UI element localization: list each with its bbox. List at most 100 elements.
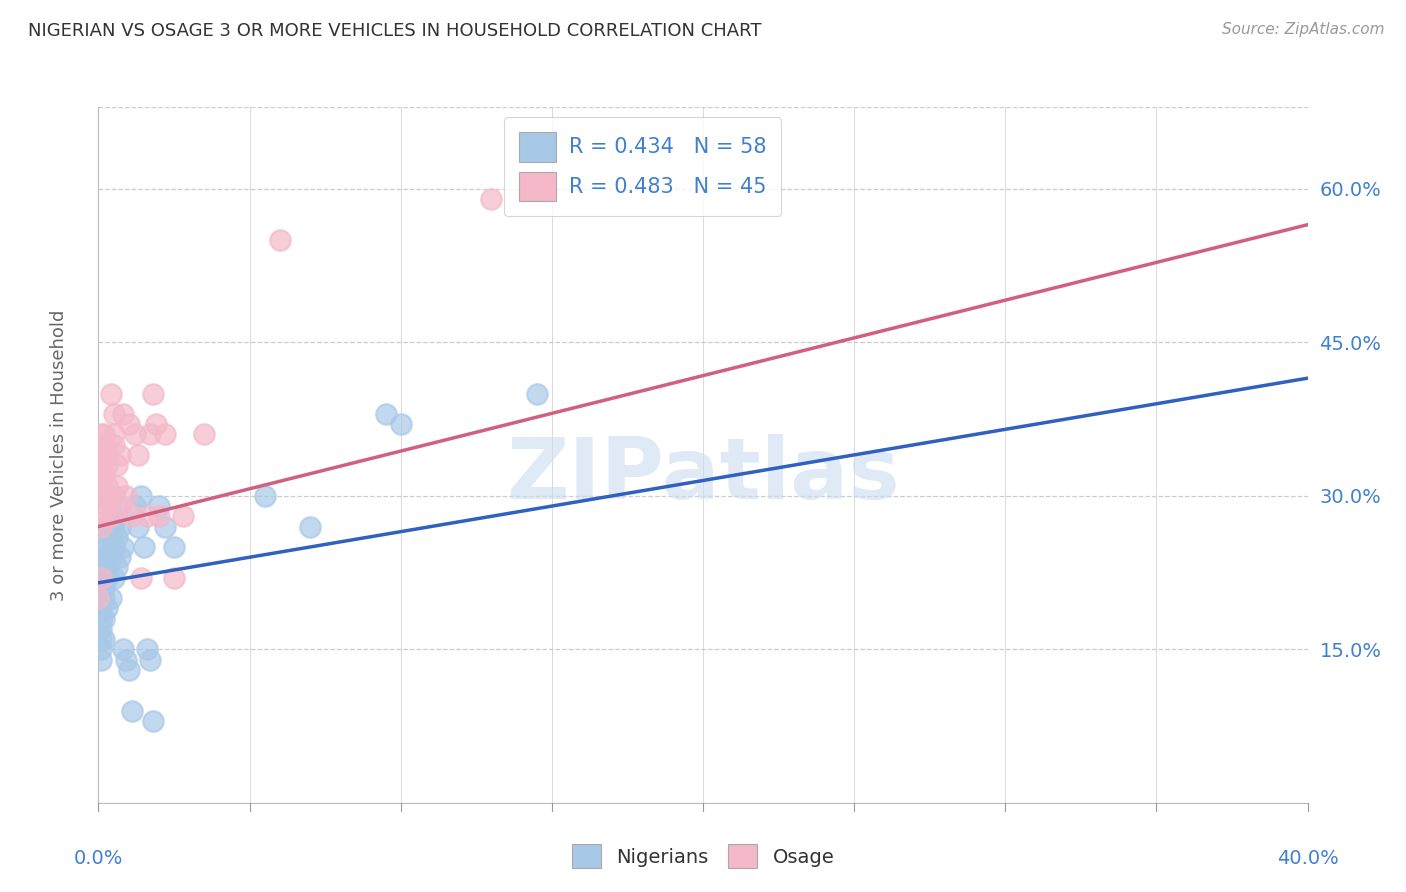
Point [121,509,143,524]
Point [172,509,194,524]
Point [105,509,128,524]
Point [100,591,122,606]
Point [90,468,112,483]
Point [93,489,115,503]
Point [90,427,112,442]
Point [93,632,115,646]
Point [526,386,548,401]
Point [108,519,131,533]
Point [96,550,118,565]
Point [90,652,112,666]
Point [93,438,115,452]
Point [139,427,162,442]
Point [118,417,141,432]
Point [108,550,131,565]
Point [90,489,112,503]
Point [90,550,112,565]
Point [103,438,125,452]
Point [90,612,112,626]
Point [100,509,122,524]
Point [93,540,115,554]
Point [103,489,125,503]
Point [96,571,118,585]
Point [90,458,112,472]
Text: 3 or more Vehicles in Household: 3 or more Vehicles in Household [51,310,69,600]
Point [87,591,110,606]
Legend: R = 0.434   N = 58, R = 0.483   N = 45: R = 0.434 N = 58, R = 0.483 N = 45 [505,118,780,216]
Point [93,571,115,585]
Point [114,652,136,666]
Point [103,427,125,442]
Point [90,601,112,615]
Point [153,427,176,442]
Point [100,509,122,524]
Point [96,458,118,472]
Point [142,714,165,728]
Point [129,489,152,503]
Point [100,386,122,401]
Point [103,407,125,421]
Point [142,386,165,401]
Point [90,622,112,636]
Point [96,530,118,544]
Point [269,233,291,247]
Point [299,519,322,533]
Text: 0.0%: 0.0% [73,849,124,868]
Point [90,581,112,595]
Point [374,407,396,421]
Legend: Nigerians, Osage: Nigerians, Osage [562,835,844,878]
Text: ZIPatlas: ZIPatlas [506,434,900,517]
Point [90,642,112,657]
Point [93,427,115,442]
Point [129,571,152,585]
Point [96,478,118,492]
Point [96,601,118,615]
Point [93,468,115,483]
Point [103,540,125,554]
Point [93,550,115,565]
Point [114,489,136,503]
Point [253,489,276,503]
Point [90,571,112,585]
Point [93,519,115,533]
Point [105,478,128,492]
Point [193,427,215,442]
Point [111,642,134,657]
Point [90,560,112,574]
Point [87,571,110,585]
Point [163,571,186,585]
Point [132,540,155,554]
Point [108,499,131,513]
Point [153,519,176,533]
Point [135,509,157,524]
Point [100,550,122,565]
Point [90,601,112,615]
Point [481,192,503,206]
Point [103,571,125,585]
Point [93,612,115,626]
Point [139,652,162,666]
Point [87,591,110,606]
Point [90,632,112,646]
Point [105,458,128,472]
Text: NIGERIAN VS OSAGE 3 OR MORE VEHICLES IN HOUSEHOLD CORRELATION CHART: NIGERIAN VS OSAGE 3 OR MORE VEHICLES IN … [28,22,762,40]
Point [135,642,157,657]
Point [148,499,170,513]
Point [389,417,412,432]
Point [100,530,122,544]
Point [121,704,143,718]
Point [96,499,118,513]
Point [105,560,128,574]
Point [96,560,118,574]
Point [108,448,131,462]
Point [148,509,170,524]
Point [111,540,134,554]
Point [96,448,118,462]
Point [93,581,115,595]
Text: Source: ZipAtlas.com: Source: ZipAtlas.com [1222,22,1385,37]
Point [93,591,115,606]
Text: 40.0%: 40.0% [1277,849,1339,868]
Point [124,427,146,442]
Point [93,509,115,524]
Point [118,663,141,677]
